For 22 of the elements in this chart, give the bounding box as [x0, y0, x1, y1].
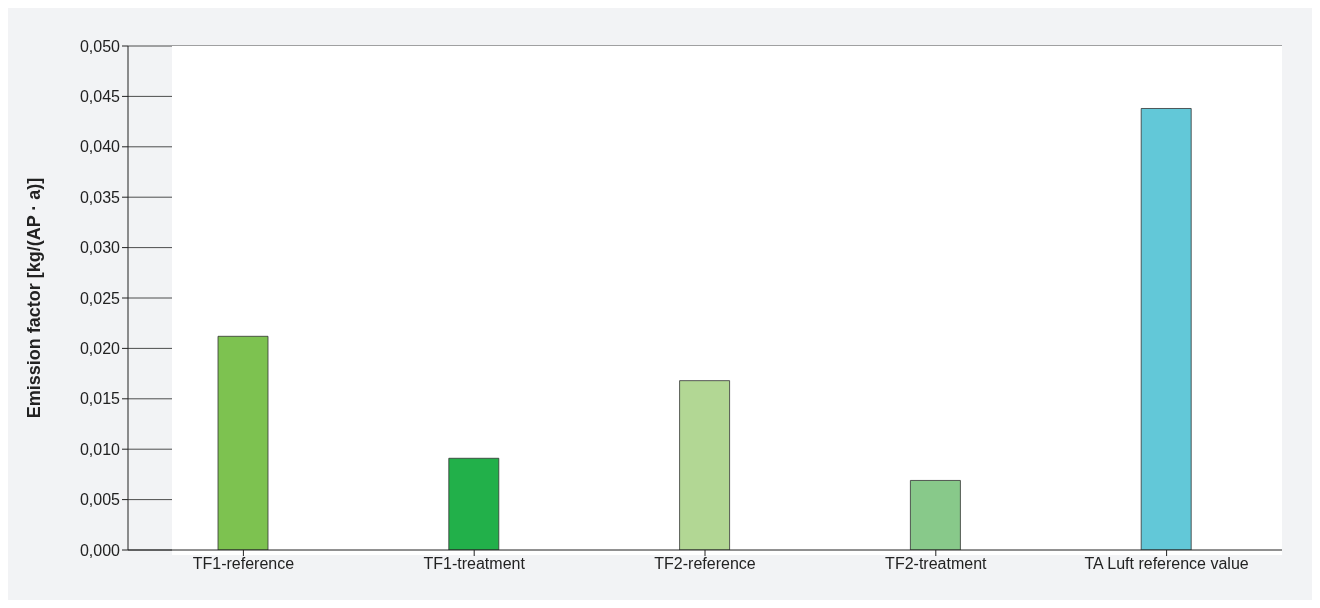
- x-tick-label: TF1-reference: [192, 555, 295, 573]
- x-tick-label: TA Luft reference value: [1084, 555, 1249, 573]
- bar: [679, 380, 730, 550]
- y-tick-label: 0,045: [79, 88, 121, 106]
- x-tick-label: TF2-treatment: [885, 555, 988, 573]
- y-tick-label: 0,030: [79, 239, 121, 257]
- y-tick-label: 0,050: [79, 37, 121, 55]
- y-tick-label: 0,025: [79, 289, 121, 307]
- y-tick-label: 0,010: [79, 440, 121, 458]
- bar: [448, 457, 500, 550]
- x-tick-label: TF2-reference: [654, 555, 756, 573]
- y-tick-label: 0,005: [79, 491, 121, 509]
- bar: [1140, 108, 1192, 550]
- bar: [217, 335, 269, 550]
- y-tick-label: 0,020: [79, 340, 121, 358]
- y-tick-label: 0,035: [79, 188, 121, 206]
- y-tick-label: 0,015: [79, 390, 121, 408]
- bar: [910, 480, 961, 550]
- y-axis-title: Emission factor [kg/(AP · a)]: [24, 177, 45, 419]
- y-tick-label: 0,000: [79, 541, 121, 559]
- y-tick-label: 0,040: [79, 138, 121, 156]
- x-tick-label: TF1-treatment: [423, 555, 526, 573]
